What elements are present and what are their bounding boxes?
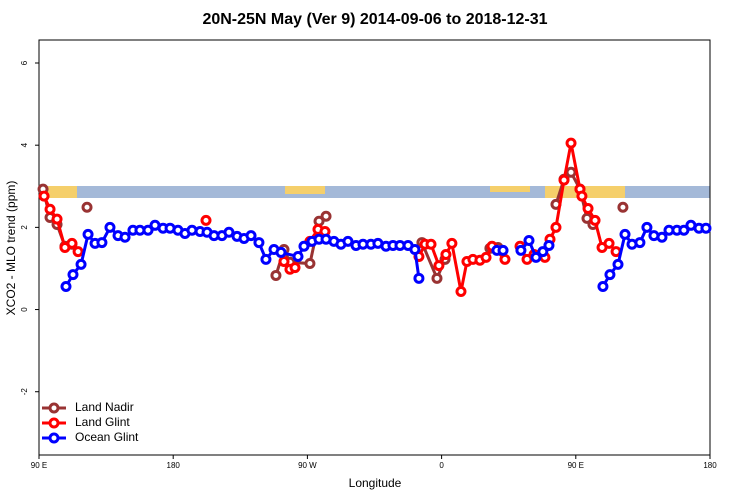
x-axis-label: Longitude bbox=[349, 476, 402, 490]
y-tick-label: -2 bbox=[20, 388, 29, 396]
point bbox=[292, 251, 304, 263]
point bbox=[565, 137, 577, 149]
point bbox=[446, 237, 458, 249]
legend-marker bbox=[48, 417, 60, 429]
point bbox=[431, 272, 443, 284]
point bbox=[634, 237, 646, 249]
point bbox=[320, 210, 332, 222]
point bbox=[589, 214, 601, 226]
legend-marker bbox=[48, 402, 60, 414]
point bbox=[576, 190, 588, 202]
point bbox=[119, 231, 131, 243]
legend-label: Land Nadir bbox=[75, 400, 134, 414]
point bbox=[72, 246, 84, 258]
y-axis-label: XCO2 - MLO trend (ppm) bbox=[4, 181, 18, 316]
legend-marker bbox=[48, 432, 60, 444]
point bbox=[497, 244, 509, 256]
point bbox=[523, 235, 535, 247]
legend-label: Ocean Glint bbox=[75, 430, 139, 444]
plot-frame bbox=[38, 39, 711, 456]
point bbox=[530, 251, 542, 263]
x-tick-label: 180 bbox=[167, 461, 181, 470]
point bbox=[304, 258, 316, 270]
map-strip bbox=[39, 186, 710, 198]
point bbox=[223, 226, 235, 238]
legend-label: Land Glint bbox=[75, 415, 130, 429]
y-tick-label: 6 bbox=[20, 60, 29, 65]
y-tick-label: 0 bbox=[20, 307, 29, 312]
chart-title: 20N-25N May (Ver 9) 2014-09-06 to 2018-1… bbox=[202, 11, 547, 28]
point bbox=[612, 258, 624, 270]
point bbox=[604, 269, 616, 281]
ocean-band bbox=[39, 186, 710, 198]
point bbox=[543, 239, 555, 251]
point bbox=[656, 231, 668, 243]
x-tick-label: 180 bbox=[703, 461, 717, 470]
point bbox=[270, 269, 282, 281]
point bbox=[550, 221, 562, 233]
point bbox=[480, 251, 492, 263]
point bbox=[200, 214, 212, 226]
land-patch bbox=[490, 186, 530, 192]
point bbox=[342, 235, 354, 247]
point bbox=[499, 253, 511, 265]
x-tick-label: 0 bbox=[439, 461, 444, 470]
point bbox=[440, 248, 452, 260]
point bbox=[44, 203, 56, 215]
x-tick-label: 90 W bbox=[298, 461, 317, 470]
point bbox=[298, 240, 310, 252]
point bbox=[289, 262, 301, 274]
point bbox=[597, 281, 609, 293]
point bbox=[678, 224, 690, 236]
point bbox=[104, 221, 116, 233]
point bbox=[142, 224, 154, 236]
point bbox=[455, 285, 467, 297]
point bbox=[253, 237, 265, 249]
point bbox=[558, 174, 570, 186]
point bbox=[278, 255, 290, 267]
y-tick-label: 2 bbox=[20, 225, 29, 230]
point bbox=[81, 201, 93, 213]
point bbox=[82, 228, 94, 240]
point bbox=[617, 201, 629, 213]
point bbox=[245, 230, 257, 242]
point bbox=[700, 222, 712, 234]
land-patch bbox=[285, 186, 325, 194]
point bbox=[619, 228, 631, 240]
point bbox=[260, 253, 272, 265]
point bbox=[433, 260, 445, 272]
point bbox=[38, 190, 50, 202]
point bbox=[582, 202, 594, 214]
point bbox=[537, 246, 549, 258]
point bbox=[565, 166, 577, 178]
point bbox=[515, 244, 527, 256]
point bbox=[67, 269, 79, 281]
point bbox=[275, 246, 287, 258]
point bbox=[413, 272, 425, 284]
point bbox=[51, 213, 63, 225]
point bbox=[60, 281, 72, 293]
point bbox=[425, 238, 437, 250]
x-tick-label: 90 E bbox=[568, 461, 584, 470]
y-tick-label: 4 bbox=[20, 142, 29, 147]
point bbox=[641, 221, 653, 233]
x-tick-label: 90 E bbox=[31, 461, 47, 470]
point bbox=[75, 258, 87, 270]
point bbox=[603, 237, 615, 249]
point bbox=[409, 244, 421, 256]
point bbox=[66, 237, 78, 249]
point bbox=[96, 237, 108, 249]
